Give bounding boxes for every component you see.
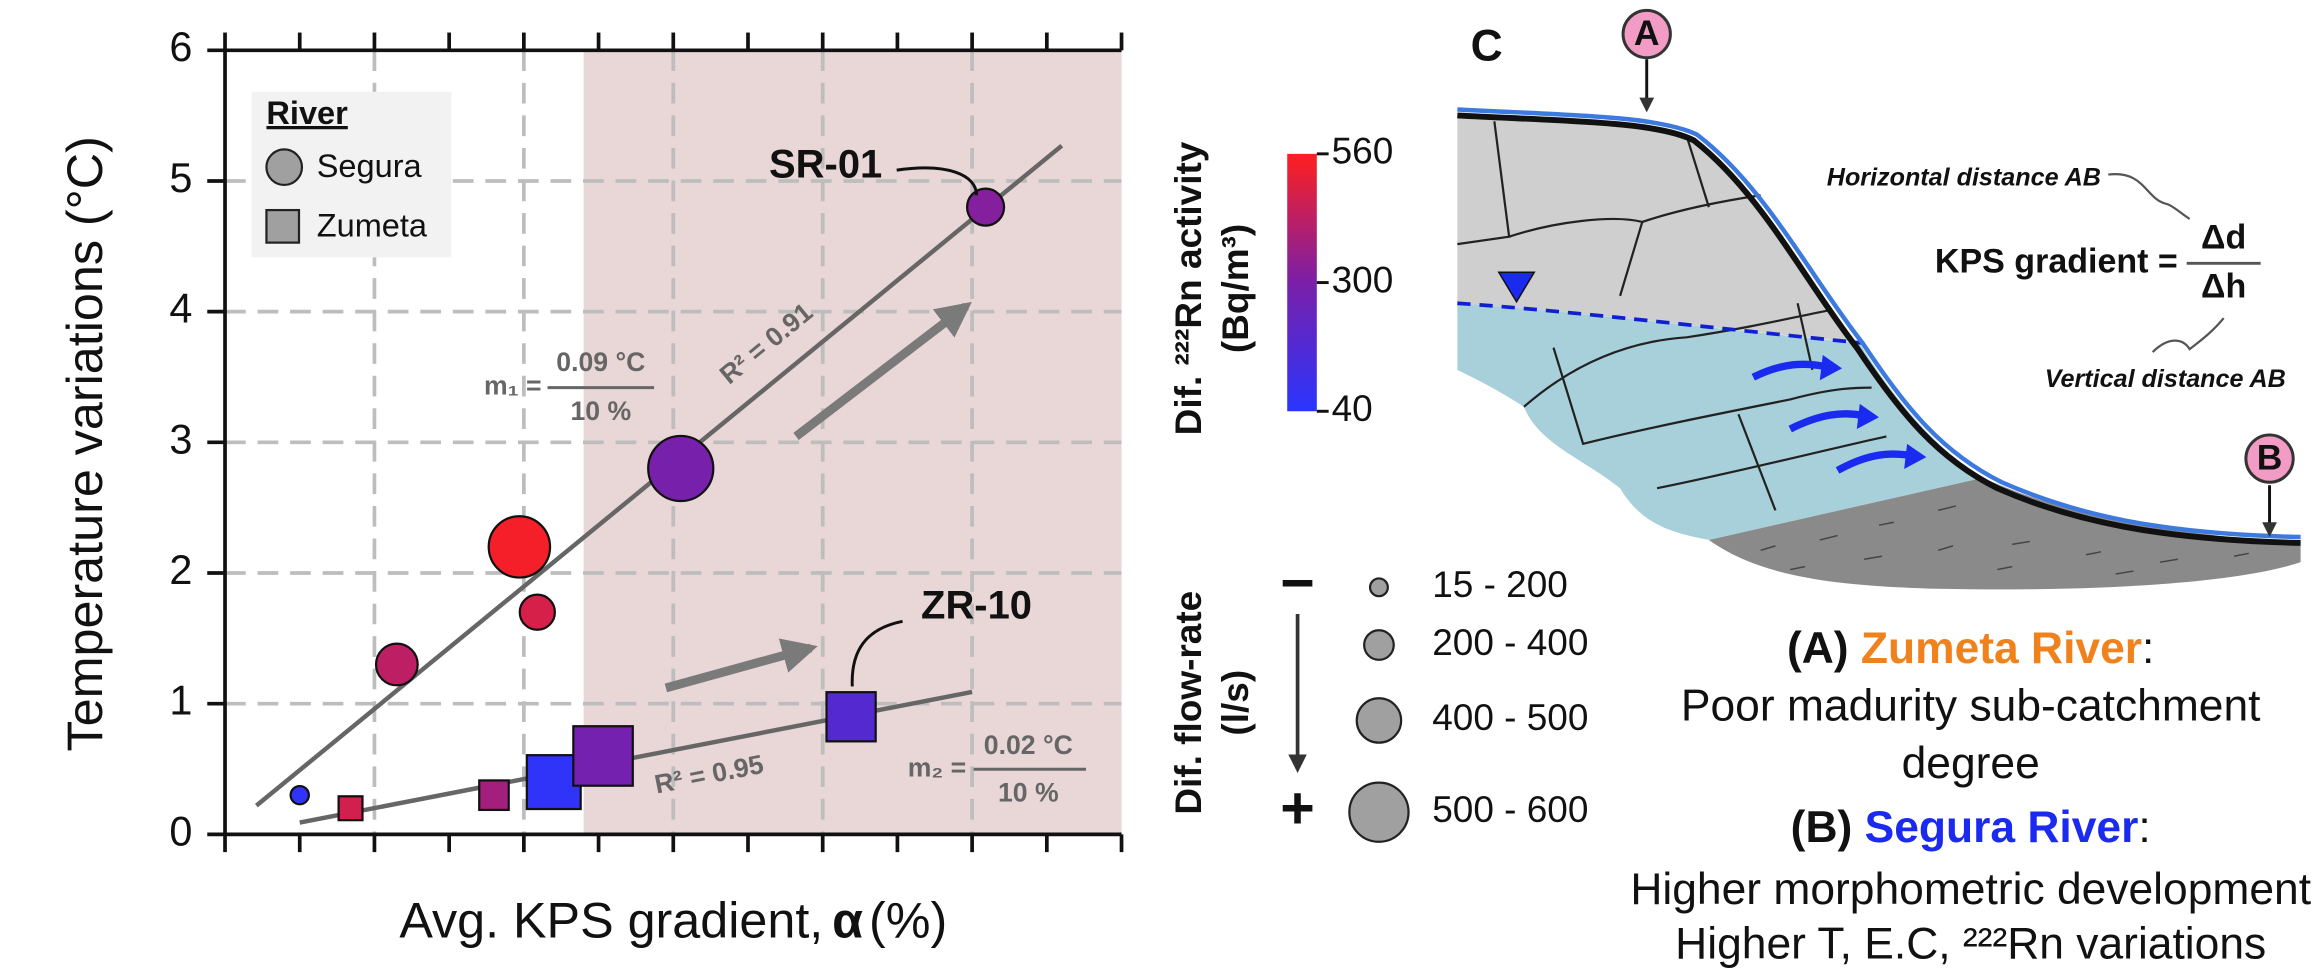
y-axis-label: Temperature variations (°C) bbox=[56, 136, 113, 751]
flow-arrows bbox=[1751, 360, 1913, 474]
leader bbox=[896, 166, 979, 196]
surface-outline bbox=[1457, 107, 2301, 540]
caption-line: (B) Segura River: bbox=[1791, 803, 2151, 852]
panel-label: C bbox=[1471, 22, 1503, 71]
trend-arrow bbox=[664, 638, 818, 693]
x-axis-label-part: Avg. KPS gradient, bbox=[399, 892, 823, 949]
caption-part: Zumeta River bbox=[1861, 624, 2142, 673]
size-legend-label: 500 - 600 bbox=[1432, 789, 1588, 830]
colorbar: Dif. ²²²Rn activity (Bq/m³) 40 300 560 bbox=[1168, 131, 1393, 436]
point bbox=[518, 593, 556, 631]
caption-line: Higher morphometric development bbox=[1630, 865, 2311, 914]
caption-line: Poor madurity sub-catchment bbox=[1681, 681, 2261, 730]
annotation: m₁ = bbox=[484, 371, 542, 401]
caption-line: (A) Zumeta River: bbox=[1787, 624, 2154, 673]
size-legend-symbol bbox=[1355, 697, 1403, 744]
point bbox=[572, 725, 634, 787]
formula: Δh bbox=[2201, 267, 2246, 305]
annotation: 0.02 °C bbox=[984, 730, 1073, 760]
note: Vertical distance AB bbox=[2045, 365, 2286, 393]
annotation: m₂ = bbox=[908, 752, 966, 782]
bedrock bbox=[1708, 477, 2301, 590]
hillslope-diagram: A B C Horizontal distance AB KPS gradien… bbox=[1457, 8, 2301, 590]
colorbar-tick-label: 40 bbox=[1332, 388, 1373, 429]
caption-part: : bbox=[2138, 803, 2150, 852]
point bbox=[374, 642, 419, 687]
annotation: 0.09 °C bbox=[556, 347, 645, 377]
size-legend-high: + bbox=[1280, 774, 1315, 841]
legend-title: River bbox=[266, 95, 348, 131]
point bbox=[337, 795, 364, 822]
annotation: ZR-10 bbox=[921, 584, 1032, 628]
caption-line: Higher T, E.C, ²²²Rn variations bbox=[1675, 920, 2266, 969]
trend-arrow bbox=[793, 301, 972, 440]
note-arrow bbox=[2108, 173, 2191, 220]
note: Horizontal distance AB bbox=[1827, 164, 2101, 192]
legend-label: Zumeta bbox=[317, 207, 428, 243]
size-legend-symbol bbox=[1348, 781, 1410, 843]
leader bbox=[850, 619, 903, 687]
point bbox=[825, 691, 877, 743]
annotation: 10 % bbox=[570, 396, 631, 426]
size-legend-symbol bbox=[1363, 629, 1395, 661]
colorbar-label: Dif. ²²²Rn activity bbox=[1168, 141, 1209, 435]
size-legend-label: 200 - 400 bbox=[1432, 622, 1588, 663]
annotation: 10 % bbox=[998, 777, 1059, 807]
colorbar-rect bbox=[1287, 153, 1317, 412]
size-legend-label: 15 - 200 bbox=[1432, 564, 1568, 605]
x-axis-label: Avg. KPS gradient, α (%) bbox=[399, 892, 947, 949]
point bbox=[487, 515, 552, 579]
size-legend: Dif. flow-rate (l/s) − + 15 - 200 200 - 4… bbox=[1168, 549, 1588, 843]
bedrock-hatch bbox=[1760, 505, 2249, 575]
y-tick-label: 1 bbox=[169, 678, 192, 724]
size-legend-symbol bbox=[1368, 577, 1389, 598]
y-tick-label: 2 bbox=[169, 547, 192, 593]
y-tick-label: 5 bbox=[169, 155, 192, 201]
point-label: B bbox=[2257, 437, 2283, 477]
caption-part: Segura River bbox=[1865, 803, 2139, 852]
y-tick-label: 4 bbox=[169, 286, 192, 332]
formula: Δd bbox=[2201, 219, 2246, 257]
ground-surface bbox=[1457, 112, 2301, 546]
caption-part: (B) bbox=[1791, 803, 1865, 852]
caption-part: (A) bbox=[1787, 624, 1861, 673]
point-label: A bbox=[1634, 13, 1660, 53]
size-legend-label: 400 - 500 bbox=[1432, 697, 1588, 738]
legend-symbol bbox=[265, 148, 304, 187]
point-marker bbox=[1621, 8, 1672, 60]
point bbox=[647, 434, 715, 503]
point bbox=[525, 754, 582, 811]
point bbox=[965, 187, 1006, 227]
unsaturated-zone bbox=[1457, 115, 1865, 348]
size-legend-label: Dif. flow-rate bbox=[1168, 591, 1209, 815]
colorbar-label: (Bq/m³) bbox=[1215, 224, 1256, 353]
x-axis-label-part: α bbox=[832, 892, 863, 949]
colorbar-tick-label: 300 bbox=[1332, 259, 1394, 300]
y-tick-label: 0 bbox=[169, 808, 192, 854]
caption-part: : bbox=[2142, 624, 2154, 673]
note-arrow bbox=[2151, 317, 2225, 353]
x-axis-label-part: (%) bbox=[869, 892, 947, 949]
formula: KPS gradient = bbox=[1935, 242, 2178, 280]
legend-symbol bbox=[265, 208, 301, 244]
colorbar-tick-label: 560 bbox=[1332, 131, 1394, 172]
point-marker bbox=[2244, 433, 2295, 484]
point bbox=[478, 779, 510, 812]
caption: (A) Zumeta River: Poor madurity sub-catc… bbox=[1630, 624, 2311, 969]
water-table bbox=[1457, 301, 1865, 346]
flow-arrowheads bbox=[1819, 355, 1927, 469]
size-legend-label: (l/s) bbox=[1215, 670, 1256, 736]
caption-line: degree bbox=[1902, 739, 2040, 788]
size-legend-low: − bbox=[1280, 549, 1315, 616]
water-table-marker bbox=[1497, 271, 1536, 304]
y-tick-label: 3 bbox=[169, 416, 192, 462]
legend-label: Segura bbox=[317, 148, 423, 184]
y-tick-label: 6 bbox=[169, 24, 192, 70]
point bbox=[289, 784, 310, 806]
annotation: SR-01 bbox=[769, 143, 882, 187]
